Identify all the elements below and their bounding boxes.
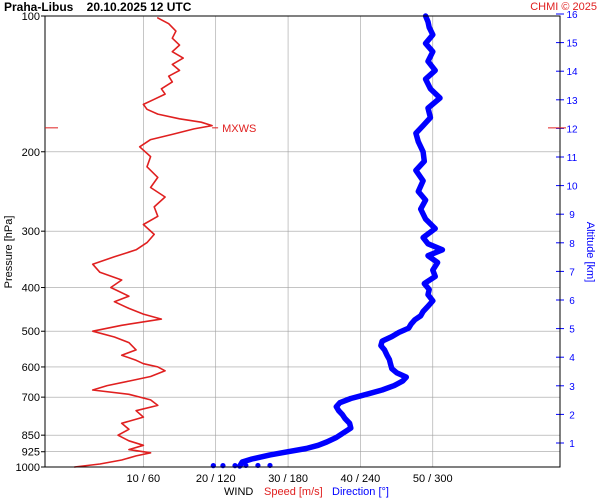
altitude-tick-label: 9 [569,210,575,221]
altitude-tick-label: 14 [566,67,578,78]
altitude-tick-label: 11 [567,153,578,164]
pressure-tick-label: 700 [22,392,40,404]
pressure-axis-title: Pressure [hPa] [3,216,15,289]
speed-axis-title: Speed [m/s] [264,486,323,498]
altitude-tick-label: 5 [569,325,575,336]
x-tick-label: 20 / 120 [196,473,236,485]
pressure-tick-label: 100 [22,11,40,23]
altitude-tick-label: 3 [569,382,575,393]
x-tick-label: 30 / 180 [268,473,308,485]
altitude-tick-label: 15 [566,39,578,50]
chart-title: Praha-Libus 20.10.2025 12 UTC [4,0,192,14]
altitude-tick-label: 12 [566,124,578,135]
pressure-tick-label: 1000 [16,462,40,474]
altitude-tick-label: 2 [569,410,575,421]
altitude-tick-label: 16 [566,10,578,21]
pressure-tick-label: 850 [22,430,40,442]
credit-label: CHMI © 2025 [530,1,597,13]
altitude-axis-title: Altitude [km] [584,222,596,283]
pressure-axis: 100 200 300 400 500 600 700 850 925 1000 [16,11,45,474]
x-tick-label: 40 / 240 [341,473,381,485]
altitude-tick-label: 6 [569,296,575,307]
altitude-tick-label: 1 [569,439,575,450]
pressure-tick-label: 600 [22,362,40,374]
plot-frame [44,15,561,468]
pressure-tick-label: 925 [22,447,40,459]
altitude-tick-label: 13 [566,96,578,107]
altitude-tick-label: 7 [569,267,575,278]
altitude-tick-label: 10 [566,182,578,193]
pressure-tick-label: 500 [22,326,40,338]
grid-lines [45,16,560,467]
direction-axis-title: Direction [°] [332,486,389,498]
pressure-tick-label: 300 [22,226,40,238]
speed-series-line [73,17,213,468]
direction-series-line [237,13,446,469]
mxws-label: MXWS [222,123,256,135]
altitude-tick-label: 4 [569,353,575,364]
altitude-tick-label: 8 [569,239,575,250]
pressure-tick-label: 200 [22,147,40,159]
x-tick-label: 50 / 300 [413,473,453,485]
x-tick-label: 10 / 60 [127,473,161,485]
wind-axis: 10 / 60 20 / 120 30 / 180 40 / 240 50 / 300 [127,473,453,485]
wind-axis-title: WIND [224,486,253,498]
pressure-tick-label: 400 [22,283,40,295]
